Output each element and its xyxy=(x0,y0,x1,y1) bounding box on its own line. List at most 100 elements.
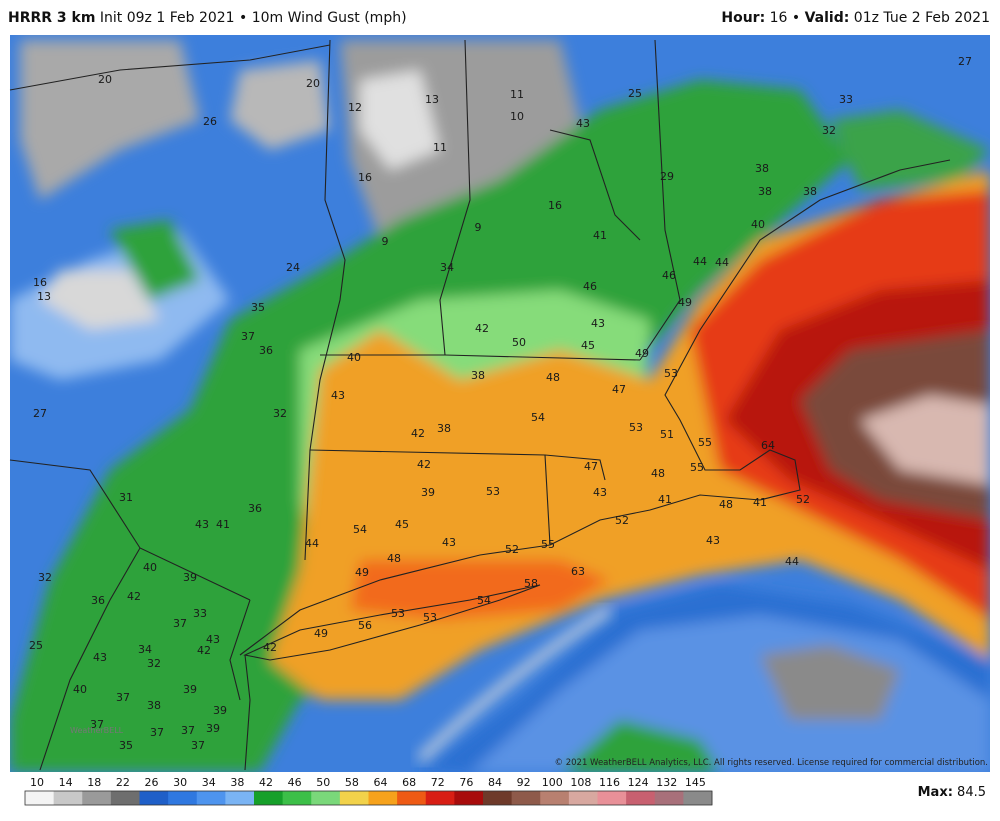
map-label: 64 xyxy=(761,439,775,452)
map-label: 39 xyxy=(213,704,227,717)
map-label: 27 xyxy=(33,407,47,420)
map-label: 54 xyxy=(531,411,545,424)
map-label: 49 xyxy=(355,566,369,579)
borders xyxy=(9,39,951,771)
colorbar-label: 22 xyxy=(116,776,130,789)
map-label: 47 xyxy=(584,460,598,473)
colorbar-cell xyxy=(196,791,226,805)
colorbar-label: 50 xyxy=(316,776,330,789)
map-label: 44 xyxy=(305,537,319,550)
colorbar-cell xyxy=(25,791,55,805)
map-label: 43 xyxy=(195,518,209,531)
map-label: 38 xyxy=(758,185,772,198)
map-label: 39 xyxy=(421,486,435,499)
colorbar-label: 42 xyxy=(259,776,273,789)
map-label: 38 xyxy=(147,699,161,712)
map-label: 12 xyxy=(348,101,362,114)
colorbar-cell xyxy=(483,791,513,805)
map-label: 53 xyxy=(664,367,678,380)
colorbar-cell xyxy=(168,791,198,805)
colorbar-label: 38 xyxy=(230,776,244,789)
map-label: 38 xyxy=(803,185,817,198)
init: Init 09z 1 Feb 2021 • 10m Wind Gust (mph… xyxy=(99,10,407,26)
map-label: 45 xyxy=(581,339,595,352)
colorbar-label: 108 xyxy=(570,776,591,789)
map-labels: 20 26 20 12 13 11 10 11 43 25 27 33 32 38 38 38 29 16 16 9 9… xyxy=(29,55,972,752)
map-label: 37 xyxy=(241,330,255,343)
max-value: 84.5 xyxy=(957,785,986,800)
watermark: WeatherBELL xyxy=(70,726,124,735)
hour: 16 • xyxy=(769,10,801,26)
map-label: 20 xyxy=(306,77,320,90)
map-label: 55 xyxy=(690,461,704,474)
map-label: 42 xyxy=(417,458,431,471)
map-label: 33 xyxy=(193,607,207,620)
map-label: 29 xyxy=(660,170,674,183)
colorbar-cell xyxy=(339,791,369,805)
map-label: 49 xyxy=(678,296,692,309)
hour-label: Hour: xyxy=(721,10,766,26)
map-label: 24 xyxy=(286,261,300,274)
colorbar-label: 64 xyxy=(374,776,388,789)
map-label: 41 xyxy=(216,518,230,531)
map-label: 40 xyxy=(73,683,87,696)
map-label: 37 xyxy=(191,739,205,752)
map-label: 52 xyxy=(796,493,810,506)
map-label: 52 xyxy=(615,514,629,527)
max-label: Max: xyxy=(917,785,953,800)
map-label: 34 xyxy=(440,261,454,274)
map-label: 43 xyxy=(593,486,607,499)
map-label: 53 xyxy=(391,607,405,620)
map-label: 38 xyxy=(471,369,485,382)
map-label: 55 xyxy=(541,538,555,551)
colorbar-label: 145 xyxy=(685,776,706,789)
map-label: 42 xyxy=(127,590,141,603)
map-label: 46 xyxy=(662,269,676,282)
colorbar-cell xyxy=(225,791,255,805)
map-label: 41 xyxy=(658,493,672,506)
map-label: 37 xyxy=(173,617,187,630)
map-label: 41 xyxy=(593,229,607,242)
valid: 01z Tue 2 Feb 2021 xyxy=(853,10,990,26)
valid-label: Valid: xyxy=(804,10,850,26)
map-label: 11 xyxy=(510,88,524,101)
map-label: 31 xyxy=(119,491,133,504)
map-label: 63 xyxy=(571,565,585,578)
map-label: 39 xyxy=(183,571,197,584)
map-label: 54 xyxy=(353,523,367,536)
colorbar: 10 14 18 22 26 30 34 38 42 46 50 58 64 68 72 76 84 92 100 1… xyxy=(24,776,713,806)
map-label: 44 xyxy=(785,555,799,568)
colorbar-label: 100 xyxy=(542,776,563,789)
map-label: 56 xyxy=(358,619,372,632)
header-right: Hour: 16 • Valid: 01z Tue 2 Feb 2021 xyxy=(721,10,990,26)
map-label: 32 xyxy=(147,657,161,670)
map-label: 48 xyxy=(719,498,733,511)
map-label: 49 xyxy=(314,627,328,640)
map-label: 41 xyxy=(753,496,767,509)
map-label: 10 xyxy=(510,110,524,123)
map-label: 38 xyxy=(437,422,451,435)
map-label: 51 xyxy=(660,428,674,441)
map-label: 43 xyxy=(706,534,720,547)
colorbar-cell xyxy=(254,791,284,805)
map-label: 40 xyxy=(143,561,157,574)
map-label: 44 xyxy=(715,256,729,269)
map-label: 43 xyxy=(576,117,590,130)
map-label: 36 xyxy=(248,502,262,515)
map-label: 43 xyxy=(93,651,107,664)
colorbar-label: 58 xyxy=(345,776,359,789)
map-label: 32 xyxy=(38,571,52,584)
colorbar-label: 34 xyxy=(202,776,216,789)
map-label: 40 xyxy=(751,218,765,231)
map-label: 40 xyxy=(347,351,361,364)
map-label: 50 xyxy=(512,336,526,349)
map-label: 53 xyxy=(486,485,500,498)
map-label: 32 xyxy=(273,407,287,420)
map-label: 38 xyxy=(755,162,769,175)
map-label: 13 xyxy=(37,290,51,303)
map-label: 53 xyxy=(629,421,643,434)
colorbar-label: 68 xyxy=(402,776,416,789)
map-label: 33 xyxy=(839,93,853,106)
map-label: 36 xyxy=(259,344,273,357)
